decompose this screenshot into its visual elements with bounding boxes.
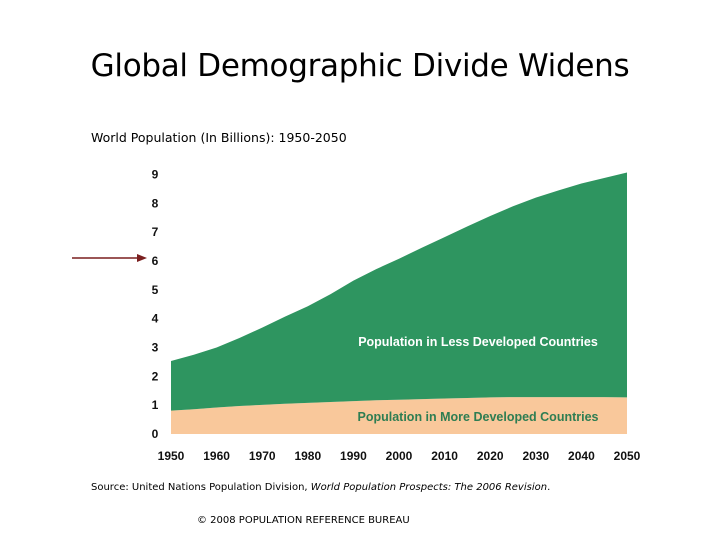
y-tick-label: 1 [152, 398, 159, 412]
area-label-0: Population in More Developed Countries [358, 410, 599, 424]
x-tick-label: 2040 [568, 449, 595, 463]
y-tick-label: 0 [152, 427, 159, 441]
source-suffix: . [547, 482, 551, 493]
x-tick-label: 2000 [386, 449, 413, 463]
x-tick-label: 1950 [158, 449, 185, 463]
page-title: Global Demographic Divide Widens [90, 48, 630, 84]
y-tick-label: 4 [152, 312, 159, 326]
y-tick-label: 3 [152, 341, 159, 355]
annotation-arrow-head [137, 254, 147, 263]
y-tick-label: 6 [152, 254, 159, 268]
chart-subtitle: World Population (In Billions): 1950-205… [91, 130, 347, 145]
copyright-note: © 2008 POPULATION REFERENCE BUREAU [197, 515, 410, 526]
source-note: Source: United Nations Population Divisi… [91, 482, 550, 493]
x-tick-label: 2010 [431, 449, 458, 463]
x-tick-label: 1980 [294, 449, 321, 463]
x-tick-label: 1960 [203, 449, 230, 463]
y-tick-label: 7 [152, 225, 159, 239]
area-series-1 [171, 172, 627, 411]
y-tick-label: 5 [152, 283, 159, 297]
area-series-0 [171, 397, 627, 434]
source-prefix: Source: United Nations Population Divisi… [91, 482, 311, 493]
y-tick-label: 2 [152, 369, 159, 383]
x-tick-label: 1970 [249, 449, 276, 463]
x-tick-label: 2030 [522, 449, 549, 463]
source-publication: World Population Prospects: The 2006 Rev… [310, 482, 548, 493]
x-tick-label: 1990 [340, 449, 367, 463]
y-tick-label: 9 [152, 168, 159, 182]
x-tick-label: 2020 [477, 449, 504, 463]
area-label-1: Population in Less Developed Countries [358, 335, 598, 349]
y-tick-label: 8 [152, 196, 159, 210]
x-tick-label: 2050 [614, 449, 641, 463]
